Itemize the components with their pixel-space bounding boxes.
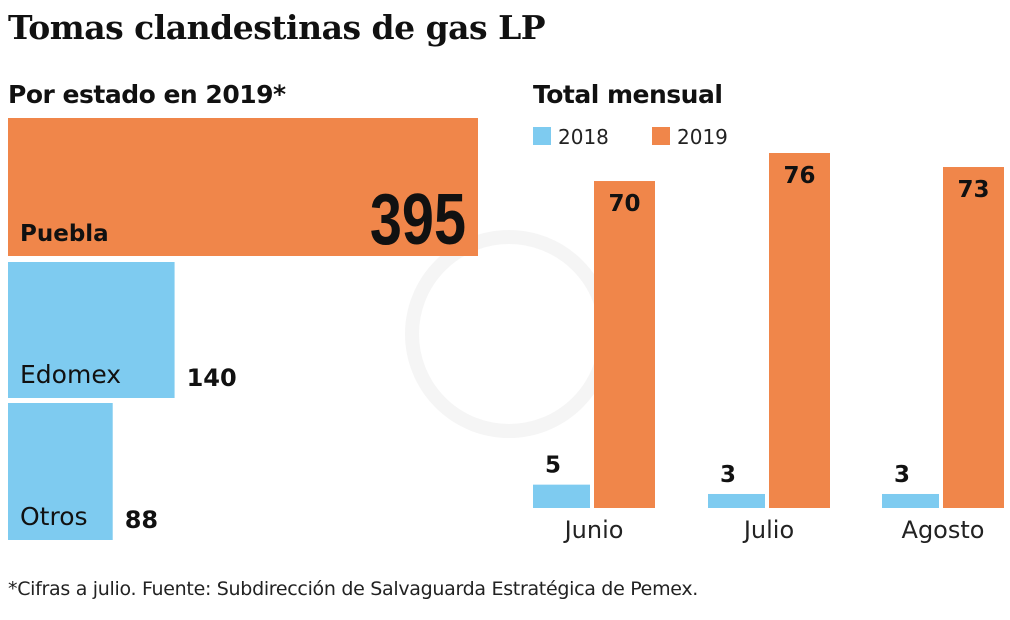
left-chart-title: Por estado en 2019* xyxy=(8,80,286,109)
x-tick-label: Junio xyxy=(563,516,624,544)
value-label: 76 xyxy=(783,163,815,189)
category-label: Otros xyxy=(20,502,88,531)
value-label: 88 xyxy=(125,506,158,534)
bar-puebla xyxy=(8,118,478,256)
value-label: 3 xyxy=(720,462,736,488)
right-chart-title: Total mensual xyxy=(533,80,723,109)
footnote: *Cifras a julio. Fuente: Subdirección de… xyxy=(8,578,699,600)
bar-julio-2018 xyxy=(708,493,765,508)
bar-junio-2018 xyxy=(533,484,590,508)
chart-title: Tomas clandestinas de gas LP xyxy=(8,8,546,47)
value-label: 3 xyxy=(894,462,910,488)
legend-label-2019: 2019 xyxy=(677,125,728,149)
value-label: 5 xyxy=(545,453,561,479)
bar-junio-2019 xyxy=(594,181,655,509)
bar-julio-2019 xyxy=(769,153,830,508)
bar-agosto-2018 xyxy=(882,493,939,508)
legend-label-2018: 2018 xyxy=(558,125,609,149)
bar-otros xyxy=(8,403,113,540)
bar-agosto-2019 xyxy=(943,167,1004,508)
value-label: 140 xyxy=(187,364,237,392)
bar-edomex xyxy=(8,262,175,398)
legend-swatch-2018 xyxy=(533,127,551,145)
x-tick-label: Julio xyxy=(742,516,794,544)
legend-swatch-2019 xyxy=(652,127,670,145)
category-label: Puebla xyxy=(20,221,109,247)
value-label: 73 xyxy=(957,177,989,203)
value-label: 70 xyxy=(608,191,640,217)
category-label: Edomex xyxy=(20,360,121,389)
x-tick-label: Agosto xyxy=(902,516,985,544)
value-label: 395 xyxy=(370,179,466,260)
